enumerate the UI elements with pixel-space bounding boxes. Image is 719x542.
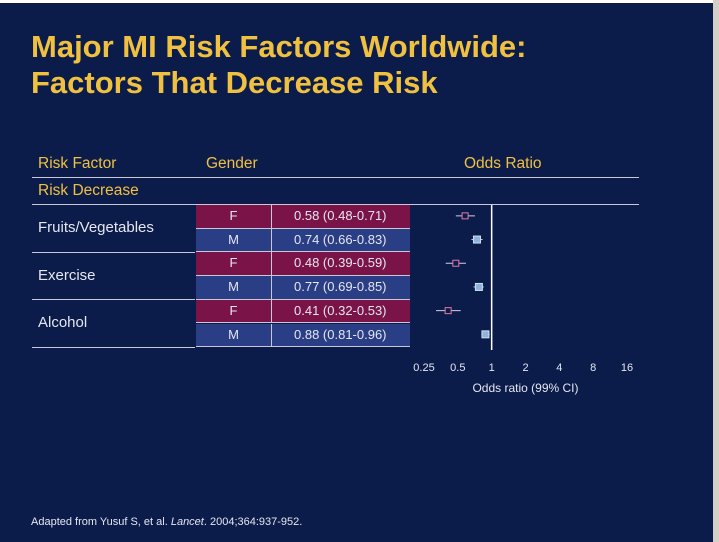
gender-cell: M: [196, 323, 272, 348]
factor-label-exercise: Exercise: [38, 267, 96, 284]
slide-title: Major MI Risk Factors Worldwide: Factors…: [31, 29, 527, 101]
odds-ratio-point: [452, 259, 460, 267]
footnote: Adapted from Yusuf S, et al. Lancet. 200…: [31, 516, 302, 528]
x-tick-label: 16: [621, 362, 633, 374]
odds-ratio-point: [481, 330, 490, 339]
factor-divider-3: [32, 347, 195, 348]
title-line-2: Factors That Decrease Risk: [31, 65, 438, 100]
odds-ratio-point: [444, 307, 452, 315]
section-label: Risk Decrease: [38, 182, 139, 199]
section-divider: [32, 204, 639, 205]
x-tick-label: 0.5: [450, 362, 465, 374]
footnote-prefix: Adapted from Yusuf S, et al.: [31, 516, 171, 528]
header-odds-ratio: Odds Ratio: [464, 155, 542, 172]
x-axis-label: Odds ratio (99% CI): [472, 381, 578, 395]
odds-ratio-point: [461, 212, 469, 220]
gender-cell: F: [196, 205, 272, 229]
gender-cell: F: [196, 252, 272, 277]
factor-label-alcohol: Alcohol: [38, 314, 88, 331]
factor-divider-2: [32, 299, 195, 300]
header-gender: Gender: [206, 155, 258, 172]
header-risk-factor: Risk Factor: [38, 155, 117, 172]
gender-cell: M: [196, 228, 272, 253]
footnote-journal: Lancet: [170, 516, 204, 528]
gender-cell: M: [196, 276, 272, 300]
footnote-suffix: . 2004;364:937-952.: [203, 516, 303, 528]
odds-ratio-cell: 0.88 (0.81-0.96): [272, 323, 410, 348]
odds-ratio-cell: 0.58 (0.48-0.71): [272, 205, 410, 229]
odds-ratio-cell: 0.77 (0.69-0.85): [272, 276, 410, 300]
x-tick-label: 2: [522, 362, 528, 374]
title-line-1: Major MI Risk Factors Worldwide:: [31, 29, 527, 64]
odds-ratio-cell: 0.74 (0.66-0.83): [272, 228, 410, 253]
odds-ratio-point: [474, 282, 483, 291]
odds-ratio-cell: 0.41 (0.32-0.53): [272, 299, 410, 324]
x-tick-label: 8: [590, 362, 596, 374]
x-tick-label: 0.25: [413, 362, 434, 374]
gender-cell: F: [196, 299, 272, 324]
top-border: [0, 0, 713, 3]
x-tick-label: 4: [556, 362, 562, 374]
factor-label-fruits-vegetables: Fruits/Vegetables: [38, 219, 154, 236]
odds-ratio-point: [472, 235, 481, 244]
header-divider: [32, 177, 639, 178]
odds-ratio-cell: 0.48 (0.39-0.59): [272, 252, 410, 277]
x-tick-label: 1: [489, 362, 495, 374]
factor-divider-1: [32, 252, 195, 253]
scrollbar[interactable]: [713, 0, 719, 542]
